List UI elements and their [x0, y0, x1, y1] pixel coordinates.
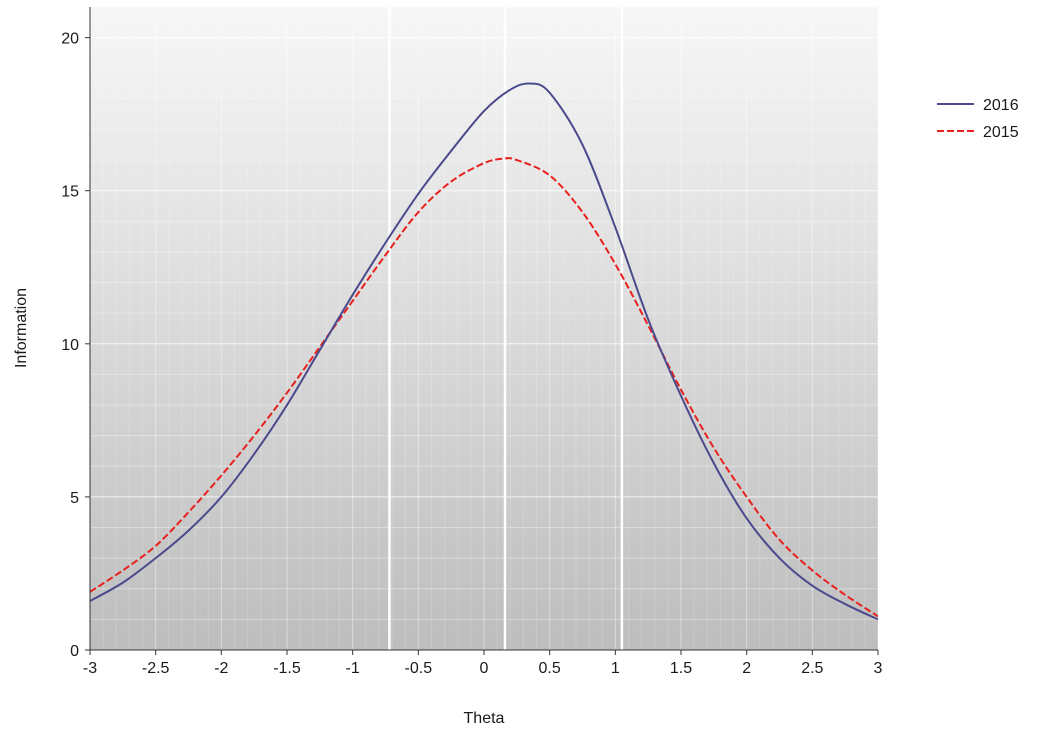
y-axis-title: Information	[13, 288, 30, 368]
y-tick-label: 10	[61, 337, 79, 354]
x-tick-label: 2	[742, 660, 751, 677]
x-tick-label: 0.5	[539, 660, 561, 677]
major-gridlines	[90, 7, 878, 650]
series-line-2016	[90, 82, 878, 621]
legend-label-2016: 2016	[983, 97, 1019, 114]
x-tick-label: -2.5	[142, 660, 170, 677]
y-tick-label: 15	[61, 184, 79, 201]
reference-lines	[388, 7, 624, 650]
series-lines	[90, 82, 878, 621]
x-tick-label: -2	[214, 660, 228, 677]
x-tick-label: 2.5	[801, 660, 823, 677]
series-line-2015	[90, 157, 878, 618]
x-tick-label: -3	[83, 660, 97, 677]
x-tick-label: 1.5	[670, 660, 692, 677]
x-tick-label: -0.5	[405, 660, 433, 677]
x-tick-label: -1.5	[273, 660, 301, 677]
legend-label-2015: 2015	[983, 124, 1019, 141]
plot-background	[90, 7, 878, 650]
x-tick-label: 1	[611, 660, 620, 677]
x-tick-label: 3	[874, 660, 883, 677]
x-tick-label: -1	[346, 660, 360, 677]
x-axis-ticks: -3 -2.5 -2 -1.5 -1 -0.5 0 0.5 1 1.5 2 2.5 3	[83, 650, 883, 677]
y-tick-label: 20	[61, 31, 79, 48]
x-tick-label: 0	[480, 660, 489, 677]
x-axis-title: Theta	[464, 710, 505, 727]
y-tick-label: 0	[70, 643, 79, 660]
legend: 2016 2015	[937, 97, 1019, 141]
y-tick-label: 5	[70, 490, 79, 507]
y-axis-ticks: 0 5 10 15 20	[61, 31, 90, 660]
